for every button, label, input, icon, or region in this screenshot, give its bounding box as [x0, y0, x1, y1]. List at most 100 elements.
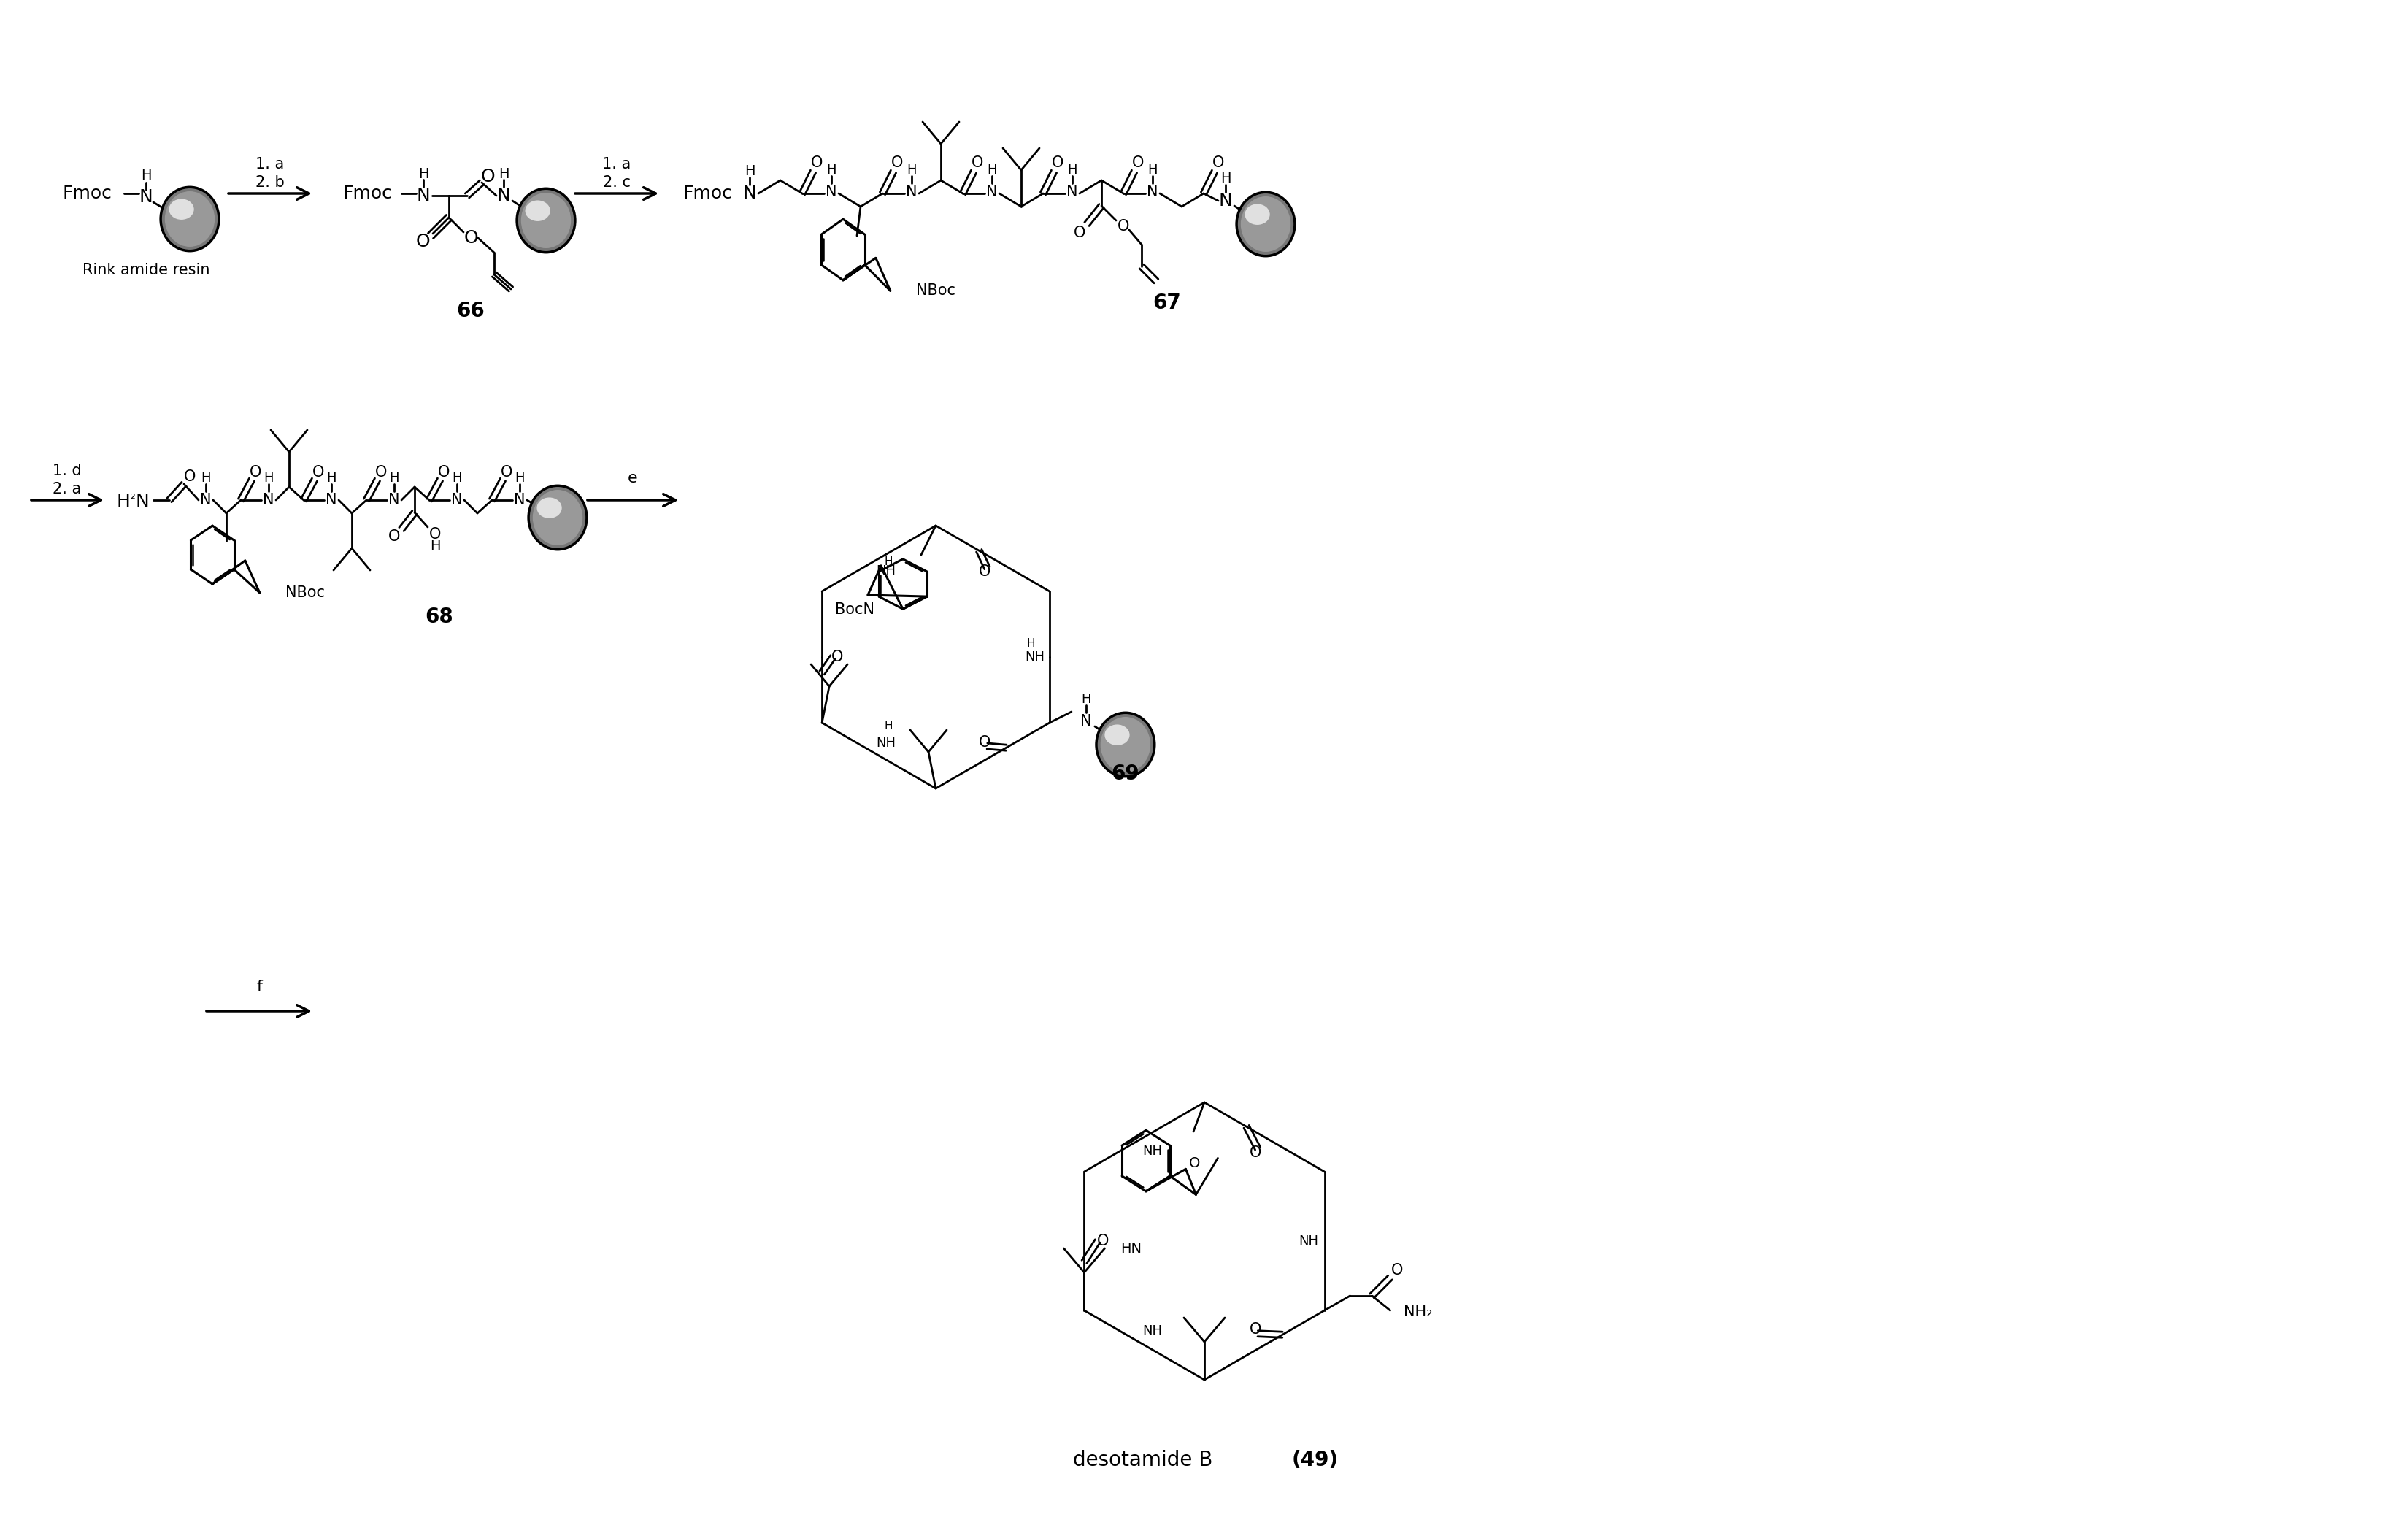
Text: H: H: [1026, 639, 1035, 650]
Text: NH: NH: [1026, 650, 1045, 664]
Text: N: N: [1146, 184, 1158, 200]
Text: ₂: ₂: [130, 488, 135, 502]
Text: N: N: [262, 493, 275, 507]
Text: N: N: [742, 184, 756, 203]
Text: O: O: [980, 565, 990, 579]
Text: N: N: [140, 189, 152, 206]
Text: NBoc: NBoc: [284, 585, 325, 601]
Text: O: O: [1392, 1263, 1404, 1278]
Text: H: H: [390, 472, 400, 485]
Text: O: O: [438, 465, 450, 479]
Text: H: H: [515, 472, 525, 485]
Text: Fmoc: Fmoc: [342, 184, 393, 203]
Text: O: O: [1250, 1146, 1262, 1160]
Text: N: N: [417, 187, 431, 204]
Text: O: O: [831, 650, 843, 665]
Text: O: O: [970, 155, 982, 170]
Ellipse shape: [532, 490, 583, 545]
Text: O: O: [1074, 226, 1086, 240]
Text: O: O: [417, 233, 429, 250]
Text: H: H: [826, 163, 836, 177]
Text: N: N: [200, 493, 212, 507]
Ellipse shape: [1096, 713, 1153, 777]
Ellipse shape: [1240, 197, 1291, 252]
Text: H: H: [200, 472, 212, 485]
Text: H: H: [265, 472, 275, 485]
Text: NH: NH: [1141, 1324, 1163, 1338]
Text: N: N: [1081, 714, 1091, 728]
Text: 2. a: 2. a: [53, 482, 82, 496]
Ellipse shape: [1245, 204, 1269, 224]
Text: O: O: [1211, 155, 1223, 170]
Text: (49): (49): [1293, 1450, 1339, 1470]
Text: H: H: [744, 164, 756, 178]
Text: NH: NH: [1141, 1144, 1163, 1158]
Text: O: O: [183, 470, 195, 484]
Ellipse shape: [525, 200, 549, 221]
Text: H: H: [327, 472, 337, 485]
Text: O: O: [1190, 1157, 1199, 1170]
Text: N: N: [513, 493, 525, 507]
Text: H: H: [429, 539, 441, 554]
Text: 66: 66: [458, 301, 484, 321]
Text: N: N: [1218, 192, 1233, 209]
Text: O: O: [482, 167, 494, 186]
Text: H: H: [419, 167, 429, 181]
Text: N: N: [905, 184, 917, 200]
Ellipse shape: [537, 498, 561, 518]
Ellipse shape: [1105, 725, 1129, 745]
Text: O: O: [1250, 1322, 1262, 1336]
Text: 1. a: 1. a: [602, 157, 631, 172]
Ellipse shape: [518, 189, 576, 252]
Text: H: H: [1149, 163, 1158, 177]
Text: N: N: [826, 184, 838, 200]
Text: N: N: [135, 493, 149, 510]
Ellipse shape: [169, 198, 195, 220]
Text: O: O: [1052, 155, 1064, 170]
Text: H: H: [140, 169, 152, 183]
Text: HN: HN: [1120, 1241, 1141, 1255]
Text: H: H: [884, 556, 893, 567]
Text: f: f: [255, 980, 262, 994]
Text: NH: NH: [877, 736, 896, 750]
Ellipse shape: [1238, 192, 1296, 257]
Text: H: H: [987, 163, 997, 177]
Text: O: O: [1132, 155, 1144, 170]
Text: NH: NH: [1298, 1235, 1317, 1247]
Text: H: H: [1081, 693, 1091, 707]
Text: BocN: BocN: [836, 602, 874, 617]
Text: e: e: [628, 472, 638, 485]
Text: H: H: [884, 720, 893, 731]
Text: Fmoc: Fmoc: [681, 184, 732, 203]
Text: O: O: [501, 465, 513, 479]
Text: 69: 69: [1112, 763, 1139, 783]
Text: 2. b: 2. b: [255, 175, 284, 190]
Text: 68: 68: [426, 607, 453, 627]
Text: N: N: [325, 493, 337, 507]
Text: O: O: [313, 465, 325, 479]
Text: 1. a: 1. a: [255, 157, 284, 172]
Text: O: O: [376, 465, 388, 479]
Text: H: H: [1067, 163, 1076, 177]
Text: 2. c: 2. c: [602, 175, 631, 190]
Text: H: H: [1221, 172, 1230, 186]
Ellipse shape: [520, 192, 571, 249]
Text: O: O: [250, 465, 262, 479]
Text: N: N: [450, 493, 462, 507]
Text: O: O: [1096, 1233, 1108, 1249]
Text: H: H: [908, 163, 917, 177]
Text: NH₂: NH₂: [1404, 1304, 1433, 1319]
Text: N: N: [496, 187, 510, 204]
Text: O: O: [429, 527, 441, 542]
Text: O: O: [1117, 220, 1129, 233]
Text: 1. d: 1. d: [53, 464, 82, 478]
Text: 67: 67: [1153, 293, 1182, 313]
Text: NBoc: NBoc: [915, 284, 956, 298]
Text: O: O: [811, 155, 824, 170]
Text: N: N: [388, 493, 400, 507]
Text: Rink amide resin: Rink amide resin: [82, 263, 209, 278]
Text: O: O: [465, 229, 477, 247]
Text: N: N: [987, 184, 997, 200]
Text: NH: NH: [877, 565, 896, 578]
Text: desotamide B: desotamide B: [1074, 1450, 1218, 1470]
